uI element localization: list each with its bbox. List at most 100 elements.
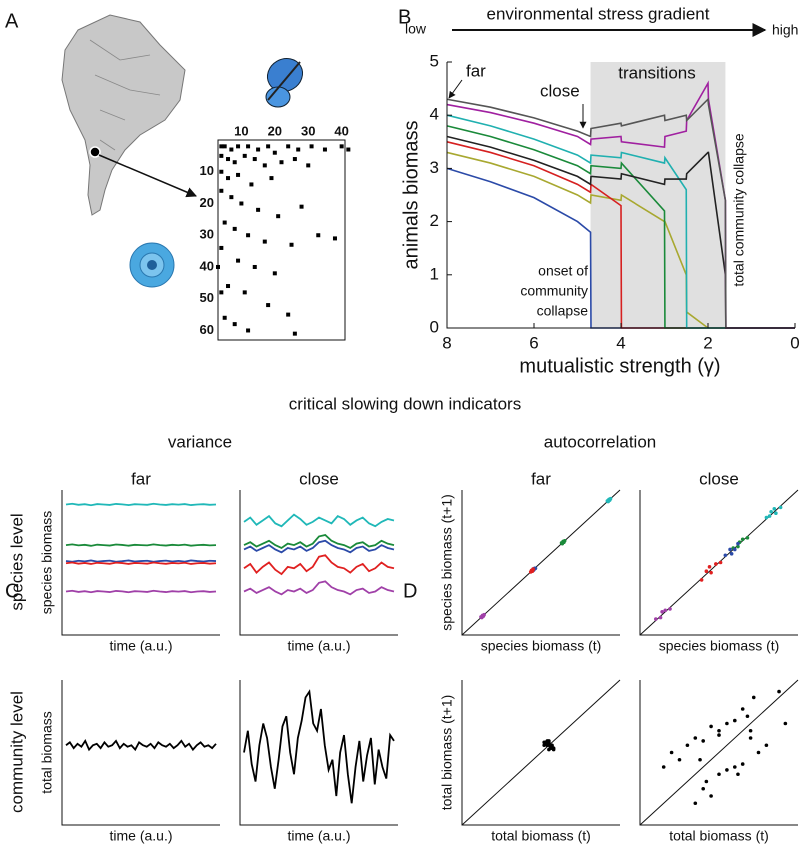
scatter-point xyxy=(728,547,732,552)
time-series xyxy=(243,554,395,576)
matrix-cell xyxy=(242,290,247,295)
scatter-point xyxy=(551,746,556,750)
matrix-cell xyxy=(292,331,297,336)
scatter-point xyxy=(767,514,772,518)
matrix-cell xyxy=(309,144,314,149)
matrix-cell xyxy=(219,144,224,149)
scatter-point xyxy=(725,721,729,726)
annotation: transitions xyxy=(618,63,695,82)
scatter-point xyxy=(560,541,565,546)
matrix-cell xyxy=(269,176,274,181)
scatter-point xyxy=(531,567,535,571)
scatter-point xyxy=(677,757,682,762)
matrix-cell xyxy=(226,284,231,289)
x-axis-label: time (a.u.) xyxy=(109,828,172,844)
scatter-point xyxy=(740,762,745,766)
matrix-cell xyxy=(219,169,224,174)
scatter-point xyxy=(751,695,756,700)
scatter-point xyxy=(550,743,554,748)
x-axis-label: total biomass (t) xyxy=(491,828,591,844)
matrix-cell xyxy=(219,290,224,295)
scatter-point xyxy=(709,794,713,798)
matrix-cell xyxy=(252,157,257,162)
scatter-point xyxy=(685,743,690,748)
axes xyxy=(61,490,220,636)
y-tick-label: 30 xyxy=(200,227,214,242)
scatter-point xyxy=(740,707,745,711)
annotation: close xyxy=(540,81,580,100)
time-series xyxy=(243,539,395,554)
y-tick-label: 0 xyxy=(430,317,439,336)
annotation: onset of xyxy=(538,263,588,279)
matrix-cell xyxy=(219,245,224,250)
butterfly-icon xyxy=(265,57,304,108)
matrix-cell xyxy=(292,157,297,162)
x-axis-label: time (a.u.) xyxy=(287,828,350,844)
matrix-cell xyxy=(316,233,321,238)
x-axis-label: time (a.u.) xyxy=(109,638,172,654)
matrix-cell xyxy=(242,153,247,158)
y-tick-label: 20 xyxy=(200,195,214,210)
scatter-point xyxy=(714,562,718,566)
matrix-cell xyxy=(229,195,234,200)
x-tick-label: 6 xyxy=(529,333,538,352)
x-tick-label: 20 xyxy=(268,123,282,138)
y-axis-label: total biomass (t+1) xyxy=(439,695,455,811)
row-label: community level xyxy=(7,691,26,813)
matrix-cell xyxy=(232,226,237,231)
x-axis-label: total biomass (t) xyxy=(669,828,769,844)
x-tick-label: 4 xyxy=(616,333,625,352)
scatter-point xyxy=(725,768,729,772)
scatter-point xyxy=(733,718,737,723)
scatter-point xyxy=(482,612,486,617)
matrix-cell xyxy=(272,150,277,155)
matrix-cell xyxy=(232,160,237,165)
matrix-cell xyxy=(266,303,271,308)
scatter-point xyxy=(699,578,704,582)
x-axis-label: species biomass (t) xyxy=(481,638,602,654)
map-borders xyxy=(89,39,161,151)
y-axis-label: species biomass (t+1) xyxy=(439,494,455,631)
matrix-cell xyxy=(222,220,227,225)
matrix-cell xyxy=(246,233,251,238)
time-series xyxy=(65,502,217,507)
x-tick-label: 8 xyxy=(442,333,451,352)
x-axis-label: time (a.u.) xyxy=(287,638,350,654)
matrix-cell xyxy=(306,163,311,168)
annotation: far xyxy=(466,61,486,80)
biomass-line xyxy=(446,97,795,329)
scatter-point xyxy=(606,499,610,504)
scatter-point xyxy=(748,728,753,733)
panel-title: close xyxy=(699,469,739,488)
scatter-point xyxy=(729,552,734,556)
x-tick-label: 30 xyxy=(301,123,315,138)
x-axis-label: mutualistic strength (γ) xyxy=(519,355,720,377)
row-label: species level xyxy=(7,513,26,610)
y-axis-label: species biomass xyxy=(39,511,55,615)
matrix-cell xyxy=(289,242,294,247)
matrix-cell xyxy=(249,182,254,187)
matrix-cell xyxy=(219,188,224,193)
time-series xyxy=(65,561,217,565)
time-series xyxy=(65,739,217,752)
heading: critical slowing down indicators xyxy=(289,394,521,413)
scatter-point xyxy=(479,615,484,620)
scatter-point xyxy=(658,615,663,620)
scatter-point xyxy=(774,511,778,515)
matrix-cell xyxy=(272,271,277,276)
matrix-cell xyxy=(299,204,304,209)
scatter-point xyxy=(547,739,551,743)
time-series xyxy=(65,543,217,547)
y-tick-label: 10 xyxy=(200,163,214,178)
matrix-cell xyxy=(236,172,241,177)
scatter-point xyxy=(707,565,712,569)
scatter-point xyxy=(693,736,698,740)
matrix-cell xyxy=(226,157,231,162)
annotation: total community collapse xyxy=(731,133,747,287)
matrix-cell xyxy=(236,144,241,149)
y-tick-label: 5 xyxy=(430,51,439,70)
matrix-cell xyxy=(252,264,257,269)
matrix-cell xyxy=(266,144,271,149)
y-tick-label: 4 xyxy=(430,105,439,124)
scatter-point xyxy=(736,544,740,549)
